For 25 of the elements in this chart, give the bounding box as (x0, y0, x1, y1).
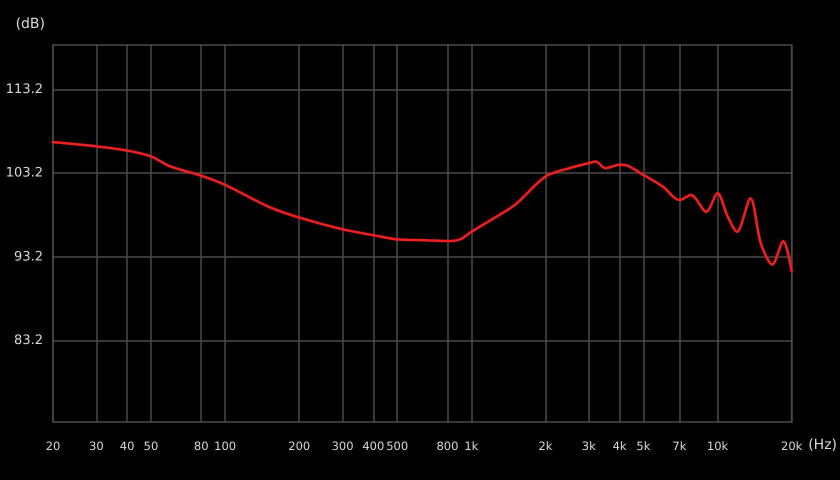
x-tick-label: 80 (194, 439, 209, 453)
x-tick-label: 40 (120, 439, 134, 453)
x-tick-label: 100 (214, 439, 236, 453)
x-tick-label: 5k (636, 439, 651, 453)
y-tick-label: 83.2 (14, 333, 43, 348)
x-tick-label: 20k (781, 439, 803, 453)
x-tick-label: 10k (706, 439, 729, 453)
y-tick-label: 113.2 (6, 82, 43, 97)
x-tick-label: 1k (464, 439, 479, 453)
x-tick-label: 4k (612, 439, 627, 453)
x-axis-title: (Hz) (808, 437, 838, 453)
x-tick-label: 20 (46, 439, 60, 453)
y-tick-label: 93.2 (14, 249, 43, 264)
y-axis-title: (dB) (16, 16, 45, 32)
x-tick-label: 2k (538, 439, 553, 453)
x-tick-label: 30 (89, 439, 104, 453)
x-tick-label: 7k (672, 439, 687, 453)
x-tick-label: 800 (436, 439, 458, 453)
x-tick-label: 400 (362, 439, 384, 453)
x-tick-label: 3k (582, 439, 596, 453)
x-tick-label: 200 (288, 439, 310, 453)
y-tick-label: 103.2 (6, 166, 43, 181)
x-tick-label: 50 (144, 439, 158, 453)
x-tick-label: 300 (332, 439, 354, 453)
x-tick-label: 500 (386, 439, 408, 453)
